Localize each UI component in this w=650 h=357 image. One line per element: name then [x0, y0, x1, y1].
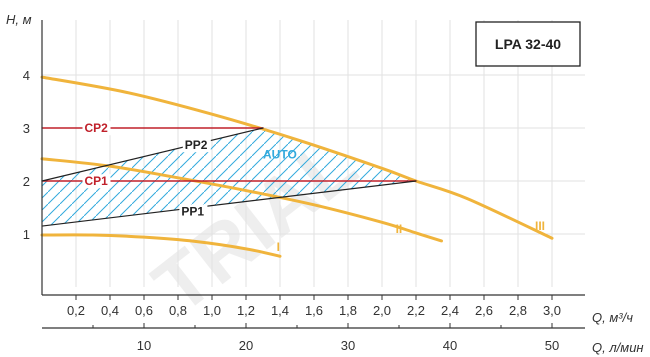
series-label-ii: II: [396, 222, 403, 236]
series-line-pp1: [41, 180, 417, 227]
x-tick-label: 2,0: [373, 303, 391, 318]
series-label-cp2: CP2: [85, 121, 109, 135]
series-line-ii: [40, 157, 443, 243]
series-line-pp2: [41, 127, 264, 182]
x-tick-label: 2,2: [407, 303, 425, 318]
x-tick-label: 1,4: [271, 303, 289, 318]
x-tick-label: 3,0: [543, 303, 561, 318]
grid: [42, 20, 585, 287]
x-tick-label: 1,2: [237, 303, 255, 318]
series-lines: [40, 75, 554, 258]
series-label-bg: [82, 121, 111, 136]
series-label-i: I: [277, 240, 280, 254]
series-line-iii: [40, 75, 554, 240]
series-label-cp1: CP1: [85, 174, 109, 188]
x2-tick-label: 10: [137, 338, 151, 353]
axes: 0,2 0,4 0,6 0,8 1,0 1,2 1,4 1,6 1,8 2,0 2,2 2,4 2,6 2…: [23, 20, 585, 353]
auto-region: [42, 128, 416, 227]
series-label-bg: [182, 138, 211, 153]
x-tick-label: 0,4: [101, 303, 119, 318]
x-tick-label: 1,0: [203, 303, 221, 318]
title-box: [475, 21, 581, 67]
x2-tick-label: 30: [341, 338, 355, 353]
x-tick-label: 0,2: [67, 303, 85, 318]
auto-hatch: [42, 128, 416, 227]
y-tick-label: 3: [23, 121, 30, 136]
x2-tick-label: 40: [443, 338, 457, 353]
y-axis-label: H, м: [6, 12, 32, 27]
series-label-pp2: PP2: [185, 138, 208, 152]
x-tick-label: 1,8: [339, 303, 357, 318]
x-tick-label: 1,6: [305, 303, 323, 318]
x-tick-label: 0,6: [135, 303, 153, 318]
y-tick-label: 1: [23, 227, 30, 242]
x-tick-label: 2,4: [441, 303, 459, 318]
x2-tick-label: 50: [545, 338, 559, 353]
series-label-iii: III: [535, 219, 545, 233]
x-tick-label: 0,8: [169, 303, 187, 318]
x-tick-label: 2,8: [509, 303, 527, 318]
series-label-bg: [179, 204, 208, 219]
chart-title: LPA 32-40: [495, 36, 561, 52]
x2-axis-label: Q, л/мин: [592, 340, 644, 355]
x-axis-label: Q, м³/ч: [592, 310, 633, 325]
y-tick-label: 4: [23, 68, 30, 83]
series-label-bg: [82, 174, 111, 189]
auto-label: AUTO: [263, 148, 297, 162]
series-line-i: [40, 233, 282, 258]
y-tick-label: 2: [23, 174, 30, 189]
x2-tick-label: 20: [239, 338, 253, 353]
x-tick-label: 2,6: [475, 303, 493, 318]
series-label-pp1: PP1: [181, 204, 204, 218]
